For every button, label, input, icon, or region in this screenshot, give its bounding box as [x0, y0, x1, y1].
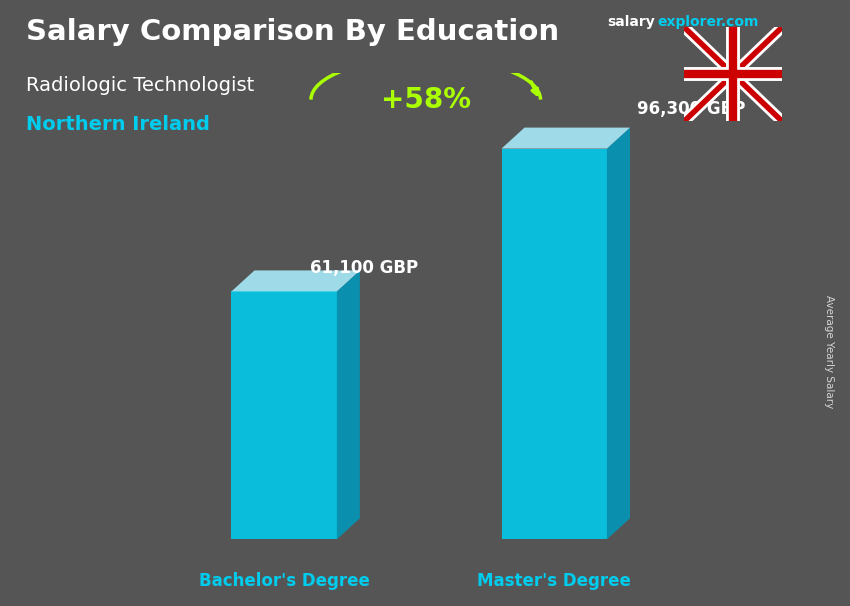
Text: explorer.com: explorer.com: [657, 15, 758, 29]
Text: salary: salary: [608, 15, 655, 29]
Text: 61,100 GBP: 61,100 GBP: [310, 259, 418, 278]
Polygon shape: [337, 270, 360, 539]
Polygon shape: [231, 270, 360, 291]
Text: Salary Comparison By Education: Salary Comparison By Education: [26, 18, 558, 46]
Text: Bachelor's Degree: Bachelor's Degree: [199, 572, 370, 590]
Polygon shape: [502, 148, 607, 539]
Text: Average Yearly Salary: Average Yearly Salary: [824, 295, 834, 408]
Polygon shape: [607, 128, 630, 539]
Text: Radiologic Technologist: Radiologic Technologist: [26, 76, 254, 95]
Text: Northern Ireland: Northern Ireland: [26, 115, 209, 134]
Polygon shape: [231, 291, 337, 539]
Text: 96,300 GBP: 96,300 GBP: [637, 100, 745, 118]
Text: Master's Degree: Master's Degree: [477, 572, 632, 590]
Polygon shape: [502, 128, 630, 148]
Text: +58%: +58%: [381, 85, 471, 113]
